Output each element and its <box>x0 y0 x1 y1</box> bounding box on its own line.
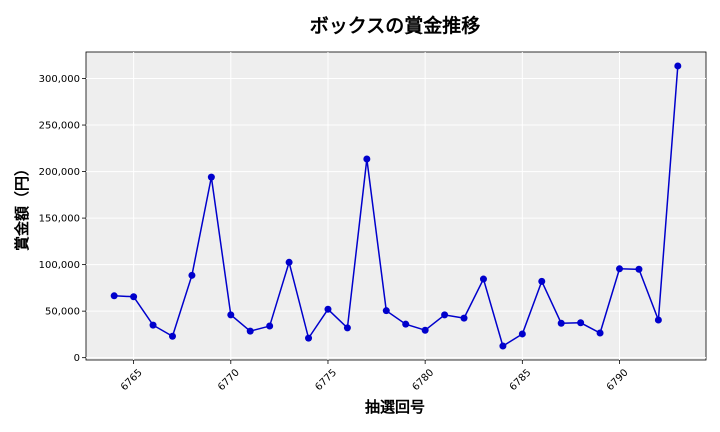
x-tick-label: 6790 <box>605 367 631 393</box>
data-point <box>402 320 410 328</box>
data-point <box>596 329 604 337</box>
x-axis: 6765 6770 6775 6780 6785 6790 <box>119 360 631 393</box>
data-point <box>382 307 390 315</box>
data-point <box>266 322 274 330</box>
data-point <box>188 271 196 279</box>
series-line <box>114 65 679 348</box>
data-point <box>654 316 662 324</box>
y-axis-label: 賞金額（円） <box>13 161 31 251</box>
data-point <box>149 321 157 329</box>
data-point <box>499 342 507 350</box>
data-point <box>616 265 624 273</box>
data-point <box>285 258 293 266</box>
y-tick-label: 250,000 <box>39 121 80 132</box>
data-point <box>479 275 487 283</box>
x-tick-label: 6770 <box>216 367 242 393</box>
data-point <box>324 305 332 313</box>
data-point <box>460 314 468 322</box>
data-point <box>130 293 138 301</box>
data-point <box>538 277 546 285</box>
x-tick-label: 6765 <box>119 367 145 393</box>
y-tick-label: 50,000 <box>45 307 80 318</box>
plot-area <box>85 51 707 361</box>
data-points <box>110 62 682 350</box>
data-point <box>110 292 118 300</box>
chart-title: ボックスの賞金推移 <box>310 14 480 37</box>
x-tick-label: 6775 <box>313 367 339 393</box>
data-point <box>343 324 351 332</box>
data-point <box>168 332 176 340</box>
y-tick-label: 300,000 <box>39 74 80 85</box>
data-point <box>577 319 585 327</box>
y-tick-label: 200,000 <box>39 167 80 178</box>
data-point <box>207 173 215 181</box>
x-tick-label: 6780 <box>410 367 436 393</box>
y-axis: 0 50,000 100,000 150,000 200,000 250,000 300,0… <box>39 74 86 364</box>
data-point <box>635 265 643 273</box>
data-point <box>305 334 313 342</box>
data-point <box>363 155 371 163</box>
grid <box>86 52 706 360</box>
data-point <box>674 62 682 70</box>
y-tick-label: 0 <box>74 353 80 364</box>
data-point <box>246 327 254 335</box>
x-tick-label: 6785 <box>508 367 534 393</box>
y-tick-label: 100,000 <box>39 260 80 271</box>
data-point <box>421 326 429 334</box>
y-tick-label: 150,000 <box>39 214 80 225</box>
data-point <box>518 330 526 338</box>
data-point <box>557 319 565 327</box>
data-point <box>441 311 449 319</box>
data-point <box>227 311 235 319</box>
x-axis-label: 抽選回号 <box>365 398 425 416</box>
